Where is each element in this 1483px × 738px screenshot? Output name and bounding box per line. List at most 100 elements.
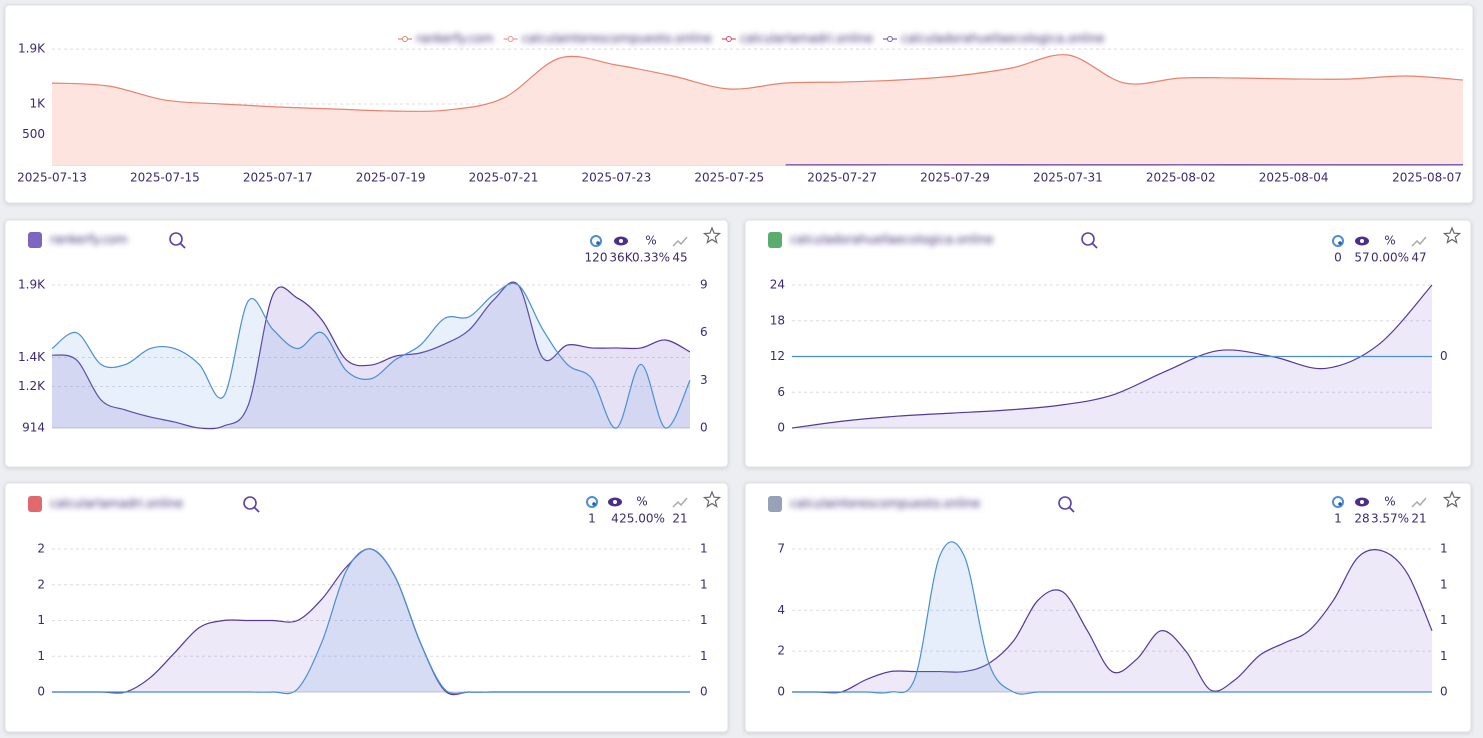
site-title: calculadorahuellaecologica.online: [790, 233, 993, 247]
y2-tick-label: 0: [1440, 685, 1448, 699]
x-tick-label: 2025-07-31: [1033, 171, 1103, 185]
x-tick-label: 2025-07-17: [243, 171, 313, 185]
impressions-icon: [1360, 239, 1364, 243]
legend-label: calculadorahuellaecologica.online: [901, 32, 1104, 46]
line: [792, 549, 1433, 694]
stat-value: 0: [1334, 251, 1342, 265]
clicks-icon: [586, 496, 598, 508]
ctr-icon: %: [645, 234, 656, 248]
stat-value: 25.00%: [619, 512, 665, 526]
site-card: [4, 482, 729, 733]
y2-tick-label: 0: [700, 421, 708, 435]
stat-value: 45: [672, 251, 687, 265]
y-tick-label: 2: [777, 644, 785, 658]
x-tick-label: 2025-07-21: [469, 171, 539, 185]
site-icon: [768, 496, 782, 512]
x-tick-label: 2025-07-23: [582, 171, 652, 185]
stat-value: 1: [1334, 512, 1342, 526]
stat-value: 47: [1411, 251, 1426, 265]
site-card: [744, 219, 1472, 468]
x-tick-label: 2025-08-04: [1259, 171, 1329, 185]
y2-tick-label: 0: [700, 685, 708, 699]
y-tick-label: 500: [22, 127, 45, 141]
x-tick-label: 2025-07-19: [356, 171, 426, 185]
site-title: calcularlamadri.online: [50, 497, 183, 511]
impressions-icon: [1360, 500, 1364, 504]
area: [52, 548, 690, 694]
y2-tick-label: 1: [1440, 649, 1448, 663]
x-tick-label: 2025-07-15: [130, 171, 200, 185]
site-title: calculainterescompuesto.online: [790, 497, 980, 511]
legend-label: calcularlamadri.online: [740, 32, 873, 46]
analyze-icon[interactable]: [1058, 496, 1072, 510]
area: [792, 285, 1432, 428]
y-tick-label: 1.2K: [18, 379, 46, 393]
y-tick-label: 0: [37, 685, 45, 699]
stat-value: 21: [1411, 512, 1426, 526]
y-tick-label: 2: [37, 542, 45, 556]
analyze-icon[interactable]: [1081, 232, 1095, 246]
stat-value: 57: [1354, 251, 1369, 265]
x-tick-label: 2025-08-02: [1146, 171, 1216, 185]
x-tick-label: 2025-07-25: [694, 171, 764, 185]
area: [792, 549, 1432, 693]
y2-tick-label: 1: [1440, 542, 1448, 556]
stat-value: 120: [585, 251, 608, 265]
analyze-icon[interactable]: [243, 496, 257, 510]
stat-value: 21: [672, 512, 687, 526]
favorite-star[interactable]: [702, 490, 722, 508]
position-icon: [1411, 497, 1427, 508]
y2-tick-label: 1: [700, 542, 708, 556]
site-card: [744, 482, 1472, 733]
y-tick-label: 18: [770, 313, 785, 327]
analyze-icon: [179, 242, 186, 249]
site-icon: [28, 232, 42, 248]
impressions-icon: [619, 239, 623, 243]
area: [52, 54, 1463, 165]
clicks-icon: [1338, 241, 1342, 245]
stat-value: 1: [588, 512, 596, 526]
analyze-icon[interactable]: [169, 232, 183, 246]
y-tick-label: 1.4K: [18, 350, 46, 364]
ctr-icon: %: [1384, 495, 1395, 509]
y-tick-label: 1.9K: [18, 278, 46, 292]
favorite-star[interactable]: [702, 226, 722, 244]
y2-tick-label: 1: [700, 613, 708, 627]
position-icon: [1411, 236, 1427, 247]
clicks-icon: [590, 235, 602, 247]
y2-tick-label: 9: [700, 278, 708, 292]
y-tick-label: 1.9K: [18, 42, 46, 56]
line: [52, 548, 690, 695]
site-card: [4, 219, 729, 468]
y2-tick-label: 0: [1440, 349, 1448, 363]
clicks-icon: [1332, 496, 1344, 508]
y-tick-label: 1: [37, 649, 45, 663]
y2-tick-label: 3: [700, 373, 708, 387]
y-tick-label: 4: [777, 603, 785, 617]
clicks-icon: [1338, 502, 1342, 506]
y-tick-label: 914: [22, 421, 45, 435]
stat-value: 0.00%: [1371, 251, 1409, 265]
favorite-star[interactable]: [1442, 490, 1462, 508]
position-icon: [672, 497, 688, 508]
clicks-icon: [592, 502, 596, 506]
y-tick-label: 0: [777, 421, 785, 435]
line: [792, 541, 1432, 695]
favorite-star[interactable]: [1442, 226, 1462, 244]
analyze-icon: [1091, 242, 1098, 249]
site-title: rankerfy.com: [50, 233, 128, 247]
y-tick-label: 2: [37, 577, 45, 591]
y2-tick-label: 1: [700, 649, 708, 663]
x-tick-label: 2025-07-29: [920, 171, 990, 185]
site-icon: [768, 232, 782, 248]
legend-marker: [886, 36, 893, 42]
clicks-icon: [596, 241, 600, 245]
area: [52, 282, 690, 429]
legend-marker: [725, 36, 732, 42]
analyze-icon: [253, 506, 260, 513]
y-tick-label: 1K: [29, 97, 46, 111]
y2-tick-label: 6: [700, 325, 708, 339]
y2-tick-label: 1: [1440, 577, 1448, 591]
area: [52, 283, 690, 429]
